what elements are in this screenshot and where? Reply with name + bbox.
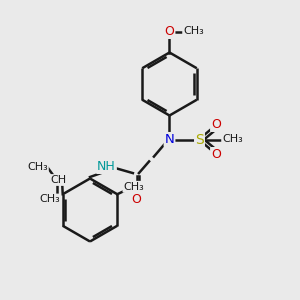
Text: O: O: [165, 25, 174, 38]
Text: CH: CH: [50, 175, 67, 185]
Text: CH₃: CH₃: [123, 182, 144, 192]
Text: CH₃: CH₃: [27, 161, 48, 172]
Text: O: O: [211, 148, 221, 161]
Text: O: O: [132, 193, 141, 206]
Text: O: O: [211, 118, 221, 131]
Text: CH₃: CH₃: [183, 26, 204, 37]
Text: N: N: [165, 133, 174, 146]
Text: CH₃: CH₃: [222, 134, 243, 145]
Text: NH: NH: [97, 160, 116, 173]
Text: S: S: [195, 133, 204, 146]
Text: CH₃: CH₃: [39, 194, 60, 205]
